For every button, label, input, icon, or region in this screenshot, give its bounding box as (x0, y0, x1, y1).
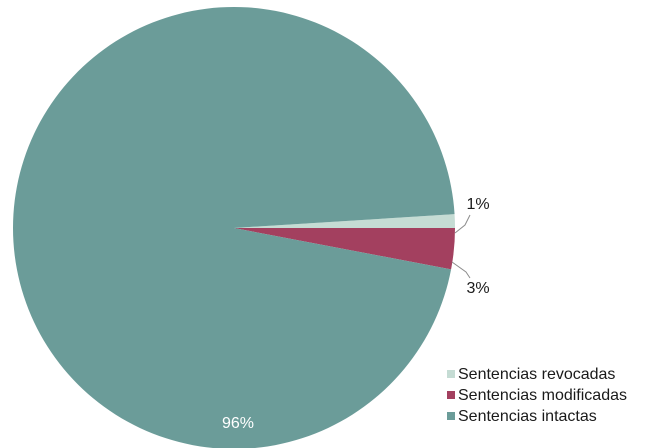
data-label-sentencias-intactas: 96% (222, 415, 254, 432)
pie-slice-sentencias-intactas (13, 6, 455, 448)
leader-line-sentencias-revocadas (454, 214, 471, 234)
legend-swatch-sentencias-modificadas (447, 391, 455, 399)
legend-label-sentencias-revocadas: Sentencias revocadas (458, 366, 615, 383)
leader-lines (451, 214, 471, 279)
pie-slice-sentencias-modificadas (234, 228, 455, 270)
data-label-sentencias-modificadas: 3% (466, 280, 489, 297)
pie-slice-sentencias-revocadas (234, 214, 455, 228)
legend-label-sentencias-intactas: Sentencias intactas (458, 408, 597, 425)
leader-line-sentencias-modificadas (451, 261, 471, 279)
pie-slices (13, 6, 455, 448)
legend-swatch-sentencias-revocadas (447, 370, 455, 378)
legend: Sentencias revocadas Sentencias modificad… (447, 366, 627, 425)
data-label-sentencias-revocadas: 1% (466, 196, 489, 213)
data-labels: 1% 3% 96% (222, 196, 490, 432)
legend-label-sentencias-modificadas: Sentencias modificadas (458, 387, 627, 404)
legend-swatch-sentencias-intactas (447, 412, 455, 420)
